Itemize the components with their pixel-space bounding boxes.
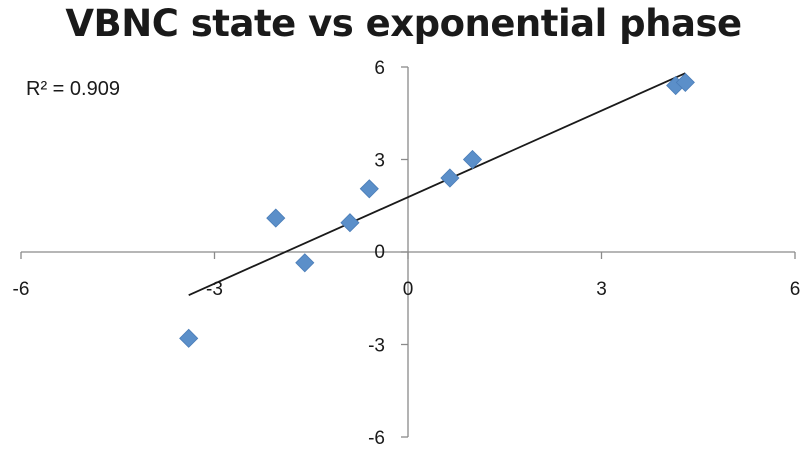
axes [20, 66, 796, 438]
trendline [188, 72, 686, 296]
y-tick-label: 3 [374, 151, 385, 172]
data-point [266, 208, 286, 228]
trendline-line [188, 72, 686, 296]
data-point [340, 213, 360, 233]
chart-title: VBNC state vs exponential phase [65, 2, 742, 45]
data-point [462, 149, 483, 170]
data-point [295, 253, 315, 273]
data-points [179, 72, 695, 348]
data-point [179, 328, 199, 348]
y-tick-label: 0 [374, 242, 385, 263]
x-tick-label: 3 [596, 279, 607, 300]
y-tick-label: -6 [368, 428, 385, 449]
data-point [440, 168, 460, 188]
y-tick-label: -3 [368, 336, 385, 357]
data-point [359, 179, 379, 199]
x-tick-label: -6 [13, 279, 30, 300]
r-squared-annotation: R² = 0.909 [26, 78, 120, 100]
data-point [675, 72, 695, 92]
x-tick-label: 0 [403, 279, 414, 300]
y-tick-label: 6 [374, 58, 385, 79]
x-tick-label: -3 [206, 279, 223, 300]
tick-labels: -6 -3 0 3 6 6 3 0 -3 -6 [13, 58, 801, 449]
x-tick-label: 6 [790, 279, 801, 300]
